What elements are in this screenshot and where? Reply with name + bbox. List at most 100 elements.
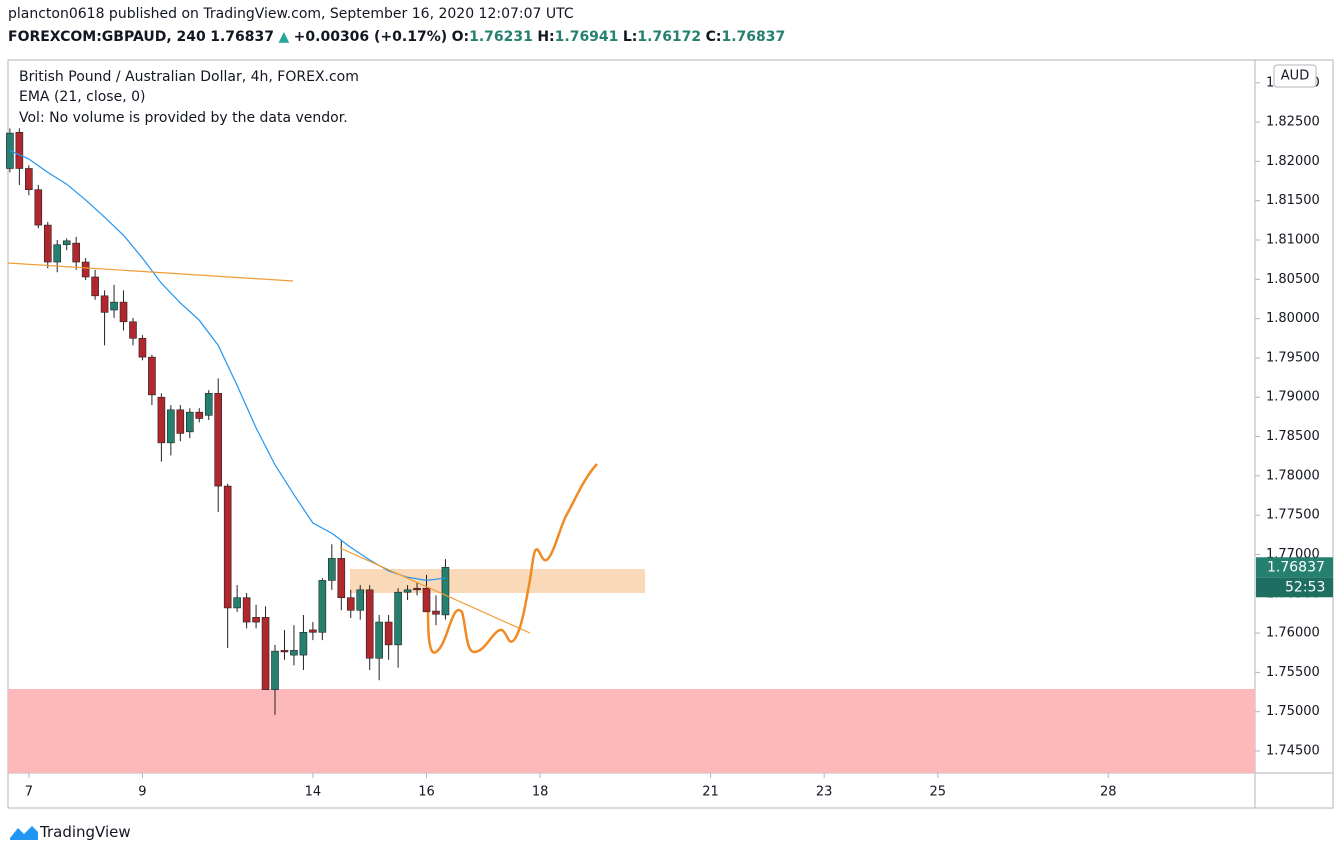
- candle-body: [110, 301, 118, 311]
- o-value: 1.76231: [469, 29, 533, 45]
- candle-body: [299, 631, 308, 656]
- countdown-label: 52:53: [1285, 579, 1325, 595]
- candle-body: [413, 587, 421, 591]
- y-tick-label: 1.82000: [1266, 154, 1320, 169]
- candle-body: [394, 591, 402, 646]
- c-label: C:: [705, 29, 722, 45]
- symbol-line: FOREXCOM:GBPAUD, 240 1.76837 ▲ +0.00306 …: [8, 29, 785, 45]
- y-tick-label: 1.75500: [1266, 665, 1320, 680]
- footer: TradingView: [8, 822, 131, 842]
- y-tick-label: 1.78000: [1266, 468, 1320, 483]
- c-value: 1.76837: [721, 29, 786, 45]
- l-value: 1.76172: [637, 29, 702, 45]
- y-tick-label: 1.80500: [1266, 272, 1320, 287]
- candle-body: [346, 597, 355, 611]
- candle-body: [195, 411, 204, 419]
- y-tick-label: 1.79000: [1266, 390, 1320, 405]
- marks: [6, 128, 450, 715]
- supply-zone: [350, 569, 645, 593]
- candle-body: [223, 485, 232, 609]
- candle-body: [43, 224, 52, 263]
- candle-body: [214, 393, 223, 487]
- candle-body: [233, 597, 241, 609]
- up-arrow: ▲: [278, 29, 290, 45]
- legend-ema: EMA (21, close, 0): [19, 89, 145, 105]
- candle-body: [167, 409, 175, 444]
- legend-volume: Vol: No volume is provided by the data v…: [19, 110, 348, 126]
- candle-body: [309, 629, 317, 633]
- candle-body: [129, 321, 137, 339]
- x-tick-label: 9: [138, 785, 146, 800]
- last: 1.76837: [210, 29, 274, 45]
- symbol: FOREXCOM:GBPAUD, 240: [8, 29, 206, 45]
- projection-path: [426, 463, 598, 654]
- candle-body: [138, 337, 147, 358]
- candle-body: [356, 589, 365, 611]
- brand: TradingView: [40, 823, 131, 841]
- price-tag-label: 1.76837: [1267, 559, 1325, 575]
- candle-body: [119, 301, 128, 323]
- x-tick-label: 7: [25, 785, 33, 800]
- h-value: 1.76941: [554, 29, 619, 45]
- candle-body: [100, 295, 109, 313]
- candle-body: [384, 621, 393, 646]
- demand-zone: [8, 689, 1255, 773]
- candle-body: [337, 558, 346, 598]
- candle-body: [15, 132, 24, 169]
- x-tick-label: 16: [418, 785, 435, 800]
- y-tick-label: 1.78500: [1266, 429, 1320, 444]
- candle-body: [25, 168, 33, 191]
- candle-body: [328, 558, 336, 581]
- y-tick-label: 1.80000: [1266, 311, 1320, 326]
- y-tick-label: 1.82500: [1266, 115, 1320, 130]
- y-tick-label: 1.81000: [1266, 233, 1320, 248]
- frame: [7, 59, 1334, 809]
- candle-body: [318, 580, 327, 633]
- candle-body: [403, 589, 412, 593]
- x-tick-label: 21: [702, 785, 719, 800]
- l-label: L:: [622, 29, 638, 45]
- x-tick-label: 28: [1100, 785, 1117, 800]
- candle-body: [185, 411, 194, 433]
- candle-body: [81, 261, 90, 278]
- price-tag: [1256, 557, 1333, 578]
- candle-body: [280, 650, 289, 653]
- trend-line: [7, 262, 294, 282]
- y-tick-label: 1.76000: [1266, 626, 1320, 641]
- legend-title: British Pound / Australian Dollar, 4h, F…: [19, 69, 359, 85]
- y-tick-label: 1.77500: [1266, 508, 1320, 523]
- candle-body: [204, 393, 213, 416]
- x-tick-label: 23: [816, 785, 833, 800]
- candle-body: [148, 356, 156, 396]
- o-label: O:: [451, 29, 470, 45]
- x-tick-label: 18: [532, 785, 549, 800]
- countdown-tag: [1256, 577, 1333, 598]
- publisher: plancton0618 published on TradingView.co…: [8, 6, 574, 22]
- candle-body: [261, 617, 270, 690]
- y-tick-label: 1.79500: [1266, 350, 1320, 365]
- candle-body: [375, 621, 383, 659]
- y-tick-label: 1.75000: [1266, 704, 1320, 719]
- ema-line: [9, 149, 446, 582]
- candle-body: [91, 276, 99, 297]
- y-tick-label: 1.74500: [1266, 743, 1320, 758]
- candle-body: [72, 242, 80, 263]
- h-label: H:: [537, 29, 555, 45]
- candle-body: [62, 240, 71, 246]
- candle-body: [271, 650, 279, 690]
- candle-body: [34, 189, 43, 226]
- trend-line: [339, 547, 531, 634]
- currency-label: AUD: [1281, 69, 1309, 84]
- candle-body: [252, 617, 260, 623]
- candle-body: [441, 566, 450, 616]
- logo-icon: [10, 826, 38, 840]
- candle-body: [242, 597, 251, 623]
- candle-body: [432, 610, 440, 615]
- publish-line: plancton0618 published on TradingView.co…: [8, 6, 574, 22]
- candle-body: [365, 589, 374, 659]
- x-tick-label: 14: [305, 785, 322, 800]
- candle-body: [290, 650, 298, 656]
- currency-badge: [1273, 64, 1317, 88]
